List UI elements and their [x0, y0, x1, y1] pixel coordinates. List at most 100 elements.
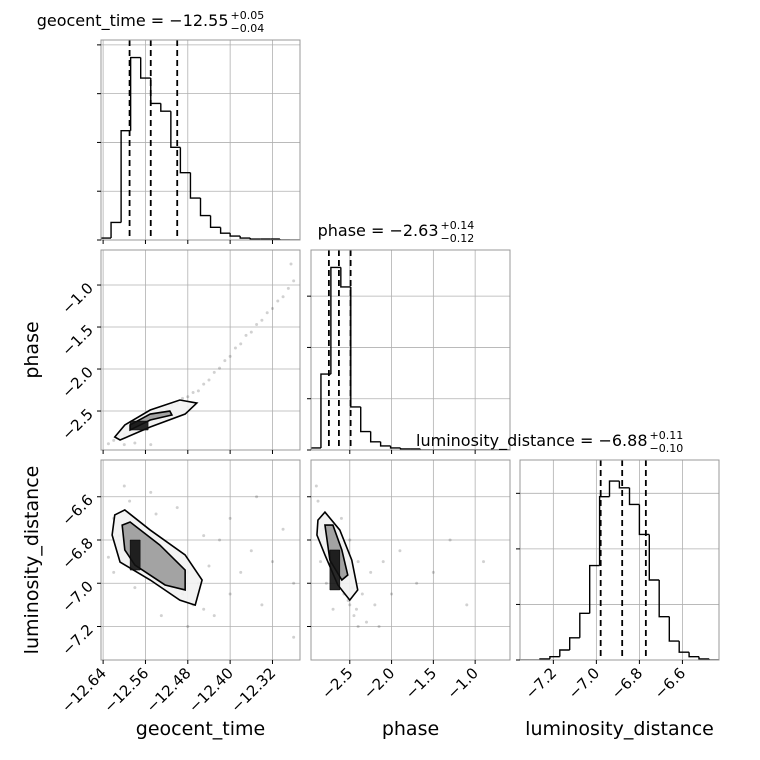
sample-point: [448, 538, 452, 542]
sample-point: [348, 538, 352, 542]
sample-point: [373, 603, 377, 607]
sample-point: [292, 279, 296, 283]
title-sub: −0.12: [441, 232, 475, 245]
panel: [97, 249, 301, 454]
histogram-bin: [160, 103, 171, 112]
sample-point: [369, 570, 373, 574]
histogram-bin: [239, 236, 251, 239]
x-tick-label: −6.6: [651, 664, 689, 702]
sample-point: [233, 346, 237, 350]
histogram-bin: [320, 373, 331, 448]
sample-point: [239, 570, 243, 574]
sample-point: [356, 624, 360, 628]
panel: [307, 249, 511, 454]
sample-point: [398, 549, 402, 553]
title-sub: −0.04: [231, 22, 265, 35]
histogram-bin: [708, 658, 719, 660]
sample-point: [314, 484, 318, 488]
sample-point: [281, 527, 285, 531]
sample-point: [415, 581, 419, 585]
histogram-bin: [608, 480, 620, 497]
panel-frame: [519, 459, 720, 661]
sample-point: [154, 512, 158, 516]
x-axis-label: geocent_time: [136, 718, 265, 740]
sample-point: [431, 570, 435, 574]
histogram-bin: [110, 221, 122, 239]
sample-point: [207, 378, 211, 382]
histogram-bin: [330, 266, 341, 375]
x-tick-label: −1.5: [402, 664, 440, 702]
sample-point: [228, 592, 232, 596]
sample-point: [292, 581, 296, 585]
sample-point: [212, 370, 216, 374]
histogram-bin: [688, 652, 699, 658]
sample-point: [186, 395, 190, 399]
histogram-bin: [379, 441, 391, 447]
sample-point: [149, 490, 153, 494]
sample-point: [352, 614, 356, 618]
sample-point: [112, 438, 116, 442]
sample-point: [202, 607, 206, 611]
histogram-bin: [658, 580, 670, 618]
panel-title: geocent_time = −12.55: [37, 11, 229, 31]
sample-point: [112, 570, 116, 574]
sample-point: [218, 366, 222, 370]
sample-point: [364, 620, 368, 624]
y-tick-label: −7.0: [58, 577, 96, 615]
sample-point: [348, 603, 352, 607]
histogram-bin: [399, 447, 411, 450]
panel-frame: [310, 459, 511, 661]
sample-point: [331, 607, 335, 611]
x-axis-label: luminosity_distance: [525, 718, 714, 740]
sample-point: [270, 560, 274, 564]
sample-point: [106, 555, 110, 559]
sample-point: [316, 499, 320, 503]
plot-area: [106, 262, 296, 447]
panel-title: phase = −2.63: [318, 221, 439, 240]
sample-point: [465, 603, 469, 607]
histogram-bin: [360, 406, 371, 433]
sample-point: [122, 443, 126, 447]
histogram-bin: [568, 637, 580, 650]
sample-point: [356, 560, 360, 564]
sample-point: [286, 286, 290, 290]
sample-point: [360, 592, 364, 596]
sample-point: [381, 560, 385, 564]
panel-title: luminosity_distance = −6.88: [416, 431, 647, 451]
histogram-bin: [219, 227, 231, 234]
panel: [516, 459, 720, 664]
sample-point: [354, 607, 358, 611]
sample-point: [159, 614, 163, 618]
histogram-bin: [120, 130, 131, 223]
histogram-bin: [389, 445, 401, 449]
sample-point: [244, 333, 248, 337]
sample-point: [191, 391, 195, 395]
y-tick-label: −6.6: [58, 491, 96, 529]
histogram-bin: [350, 286, 361, 408]
panel-frame: [310, 249, 511, 451]
sample-point: [260, 603, 264, 607]
histogram-bin: [638, 504, 650, 536]
sample-point: [186, 624, 190, 628]
x-tick-label: −12.48: [143, 664, 195, 716]
sample-point: [218, 538, 222, 542]
histogram-bin: [668, 616, 680, 642]
sample-point: [228, 516, 232, 520]
sample-point: [276, 299, 280, 303]
panel: [97, 459, 301, 664]
x-tick-label: −2.0: [360, 664, 398, 702]
y-axis-label: luminosity_distance: [21, 466, 43, 655]
sample-point: [239, 342, 243, 346]
contour: [329, 549, 341, 591]
sample-point: [223, 359, 227, 363]
sample-point: [106, 442, 110, 446]
sample-point: [122, 484, 126, 488]
y-tick-label: −6.8: [58, 534, 96, 572]
sample-point: [149, 443, 153, 447]
histogram-bin: [229, 233, 241, 237]
sample-point: [207, 564, 211, 568]
sample-point: [212, 614, 216, 618]
x-axis-label: phase: [382, 718, 439, 740]
sample-point: [133, 586, 137, 590]
y-tick-label: −1.0: [58, 279, 96, 317]
